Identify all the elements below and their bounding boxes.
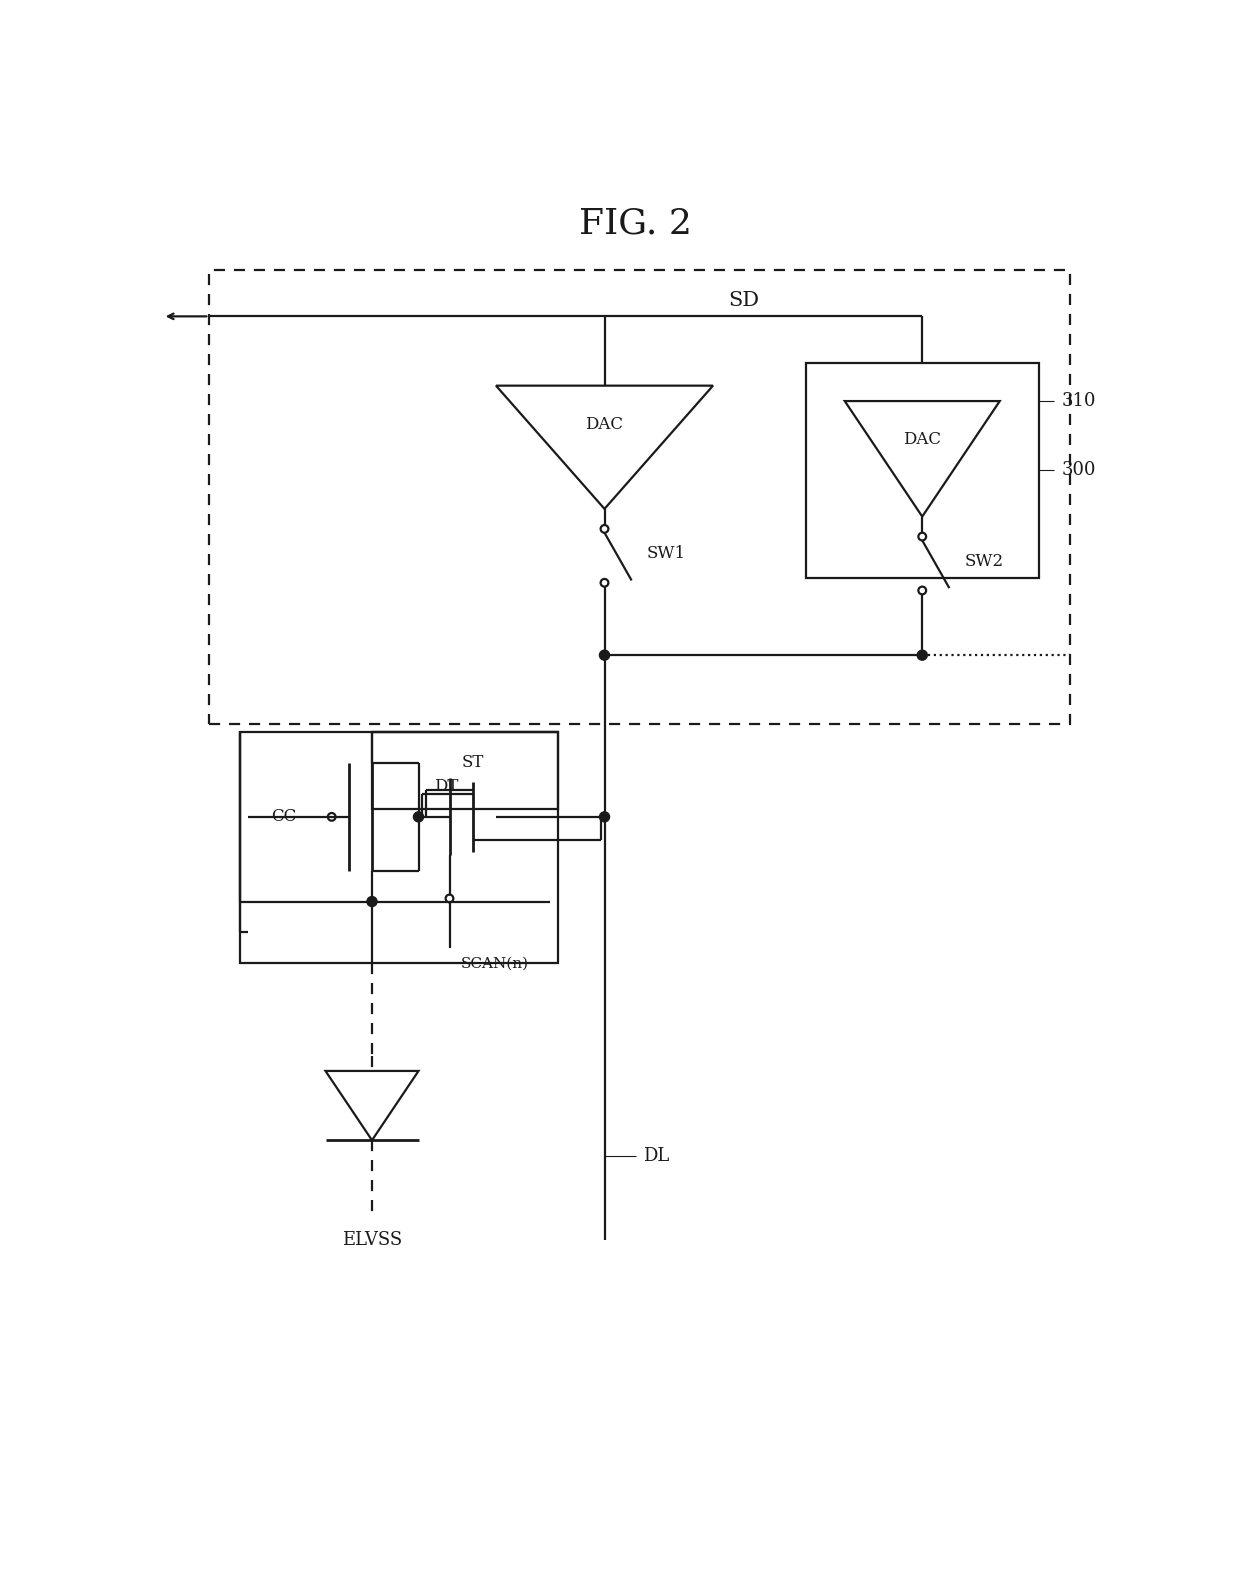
Text: 300: 300 xyxy=(1061,461,1096,480)
Text: FIG. 2: FIG. 2 xyxy=(579,208,692,241)
Text: SCAN(n): SCAN(n) xyxy=(461,957,529,969)
Text: DAC: DAC xyxy=(585,415,624,432)
Circle shape xyxy=(599,649,610,661)
Text: CC: CC xyxy=(272,808,296,825)
Text: DAC: DAC xyxy=(903,431,941,448)
Text: DT: DT xyxy=(434,778,459,795)
Text: SW2: SW2 xyxy=(965,553,1004,570)
Circle shape xyxy=(599,813,610,822)
Text: 310: 310 xyxy=(1061,393,1096,410)
Circle shape xyxy=(367,897,377,906)
Text: DL: DL xyxy=(644,1147,670,1164)
Bar xyxy=(372,732,558,809)
Bar xyxy=(806,363,1039,578)
Text: SD: SD xyxy=(728,291,760,310)
Text: SW1: SW1 xyxy=(647,545,686,562)
Circle shape xyxy=(413,813,424,822)
Text: ELVSS: ELVSS xyxy=(342,1231,402,1250)
Bar xyxy=(241,732,558,963)
Circle shape xyxy=(918,649,928,661)
Text: ST: ST xyxy=(461,754,484,771)
Bar xyxy=(210,271,1069,724)
